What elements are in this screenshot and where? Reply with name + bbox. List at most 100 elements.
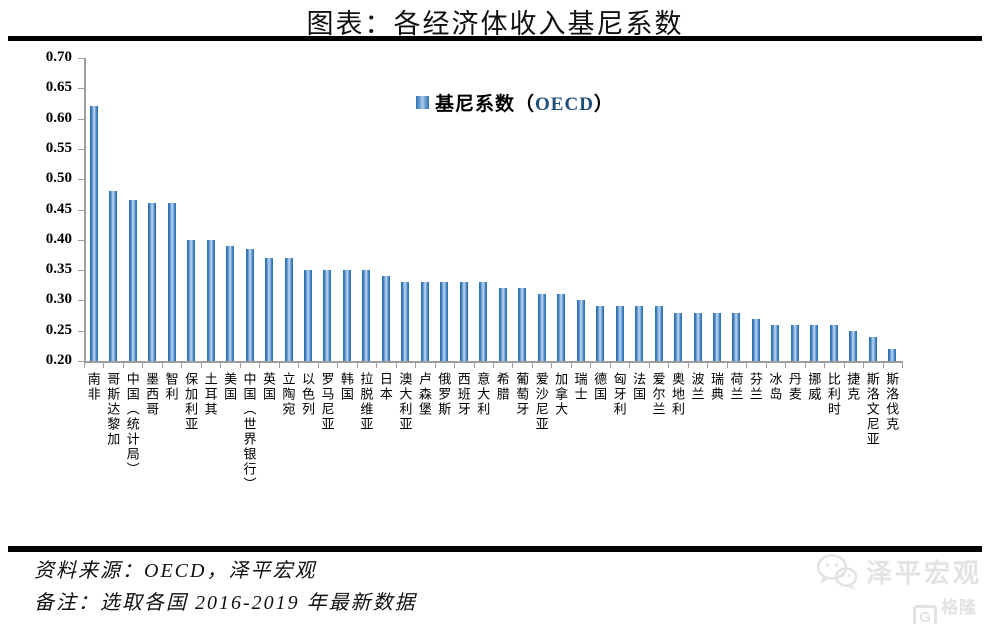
x-axis-tick: [317, 363, 319, 368]
bar: [265, 257, 274, 361]
x-axis-tick: [551, 363, 553, 368]
x-axis-tick: [161, 363, 163, 368]
wechat-brand-name: 泽平宏观: [866, 559, 983, 588]
x-axis-tick: [531, 363, 533, 368]
bar: [226, 245, 235, 361]
x-axis-tick: [687, 363, 689, 368]
bar: [420, 282, 429, 361]
x-category-label: 爱尔兰: [650, 372, 666, 417]
x-axis-tick: [278, 363, 280, 368]
x-axis-tick: [843, 363, 845, 368]
x-category-label: 美国: [222, 372, 238, 402]
bar: [128, 200, 137, 361]
x-category-label: 荷兰: [728, 372, 744, 402]
bar: [732, 312, 741, 361]
x-category-label: 拉脱维亚: [358, 372, 374, 432]
x-category-label: 法国: [631, 372, 647, 402]
x-category-label: 澳大利亚: [397, 372, 413, 432]
x-category-label: 卢森堡: [416, 372, 432, 417]
y-tick-label: 0.70: [45, 49, 72, 65]
x-category-label: 以色列: [299, 372, 315, 417]
x-axis-tick: [512, 363, 514, 368]
bar: [187, 239, 196, 361]
bar: [576, 300, 585, 361]
y-axis: [84, 58, 86, 361]
y-tick-label: 0.40: [45, 230, 72, 247]
bar: [89, 106, 98, 361]
x-axis-tick: [473, 363, 475, 368]
legend-label-close: ）: [593, 94, 614, 115]
x-axis-tick: [746, 363, 748, 368]
y-tick-label: 0.55: [45, 139, 72, 156]
x-axis-tick: [356, 363, 358, 368]
bar: [712, 312, 721, 361]
x-category-label: 爱沙尼亚: [533, 372, 549, 432]
y-tick-label: 0.60: [45, 109, 72, 126]
x-category-label: 加拿大: [553, 372, 569, 417]
gelonghui-logo-icon: G: [913, 605, 938, 624]
x-category-label: 日本: [377, 372, 393, 402]
x-category-label: 中国（统计局）: [124, 372, 140, 477]
x-axis-tick: [84, 363, 85, 368]
x-axis-tick: [454, 363, 456, 368]
x-axis-tick: [298, 363, 300, 368]
data-note: 备注：选取各国 2016-2019 年最新数据: [34, 592, 417, 614]
y-tick-label: 0.65: [45, 79, 72, 96]
bar: [829, 324, 838, 361]
x-category-label: 斯洛文尼亚: [864, 372, 880, 447]
y-axis-tick: [78, 270, 84, 272]
x-axis-tick: [629, 363, 631, 368]
source-note: 资料来源：OECD，泽平宏观: [34, 560, 317, 582]
gelonghui-watermark: G 格隆汇: [913, 593, 990, 624]
x-category-label: 斯洛伐克: [884, 372, 900, 432]
bar: [284, 257, 293, 361]
bar: [537, 294, 546, 361]
x-axis-tick: [707, 363, 709, 368]
x-category-label: 德国: [592, 372, 608, 402]
gini-bar-chart: 0.70 0.65 0.60 0.55 0.50 0.45 0.40 0.35 0.30 0.25…: [45, 49, 903, 492]
y-axis-tick: [78, 88, 84, 90]
x-category-label: 芬兰: [747, 372, 763, 402]
x-axis-tick: [609, 363, 611, 368]
x-category-label: 捷克: [845, 372, 861, 402]
x-category-label: 中国（世界银行）: [241, 372, 257, 492]
y-axis-tick: [78, 330, 84, 332]
x-axis-tick: [726, 363, 728, 368]
x-category-label: 匈牙利: [611, 372, 627, 417]
legend-marker-swatch: [416, 96, 429, 109]
bar: [518, 288, 527, 361]
bar: [498, 288, 507, 361]
chart-title: 图表：各经济体收入基尼系数: [306, 9, 684, 39]
x-axis-tick: [259, 363, 261, 368]
x-axis-tick: [882, 363, 884, 368]
x-axis-tick: [142, 363, 144, 368]
chart-legend: 基尼系数（OECD）: [416, 89, 614, 116]
x-category-label: 瑞典: [708, 372, 724, 402]
x-axis-tick: [804, 363, 806, 368]
y-axis-tick: [78, 239, 84, 241]
x-axis-tick: [337, 363, 339, 368]
x-axis-tick: [863, 363, 865, 368]
bar: [771, 324, 780, 361]
legend-label-cn: 基尼系数（: [435, 94, 536, 115]
x-axis-tick: [103, 363, 105, 368]
x-category-label: 俄罗斯: [436, 372, 452, 417]
x-category-label: 保加利亚: [183, 372, 199, 432]
x-axis-tick: [668, 363, 670, 368]
gelonghui-logo-text: 格隆汇: [941, 598, 978, 624]
legend-label: 基尼系数（OECD）: [435, 89, 614, 116]
x-axis-tick: [493, 363, 494, 368]
x-axis-tick: [122, 363, 124, 368]
x-axis-tick: [220, 363, 222, 368]
x-category-label: 比利时: [825, 372, 841, 417]
x-category-label: 哥斯达黎加: [105, 372, 121, 447]
bottom-rule: [8, 546, 982, 552]
bar: [674, 312, 683, 361]
x-axis-tick: [570, 363, 572, 368]
x-category-label: 韩国: [338, 372, 354, 402]
x-axis-tick: [648, 363, 650, 368]
x-axis-tick: [415, 363, 417, 368]
y-axis-tick: [78, 179, 84, 181]
bar: [596, 306, 605, 361]
bar: [557, 294, 566, 361]
